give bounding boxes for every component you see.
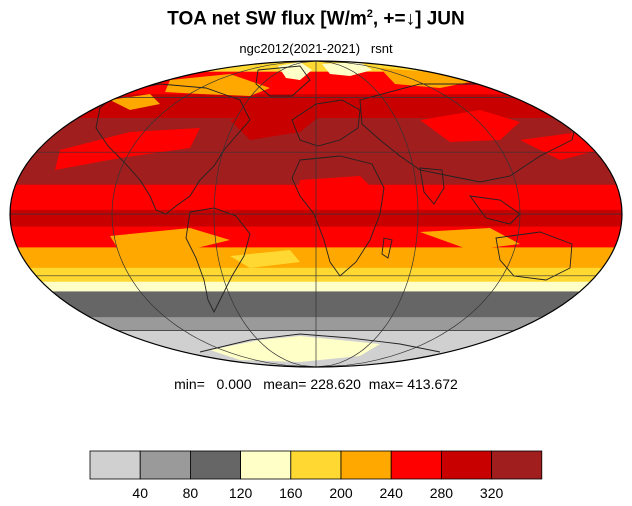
colorbar-box <box>240 450 292 480</box>
colorbar-box <box>340 450 392 480</box>
meridian-line <box>111 61 317 367</box>
coast-north-america <box>95 83 251 215</box>
coast-south-america <box>185 207 251 314</box>
map-title-prefix: TOA net SW flux [W/m <box>167 8 367 30</box>
colorbar-label: 240 <box>380 485 404 501</box>
colorbar-label: 40 <box>132 485 148 501</box>
mollweide-map <box>9 60 623 368</box>
arctic-pale-patch <box>278 62 312 80</box>
colorbar-box <box>440 450 492 480</box>
colorbar-box <box>390 450 442 480</box>
nh-red-patch <box>230 106 320 140</box>
colorbar-box <box>491 450 543 480</box>
colorbar-box <box>139 450 191 480</box>
arctic-orange-patch <box>380 68 470 88</box>
colorbar-box <box>290 450 342 480</box>
nh-red-patch <box>55 128 200 170</box>
coast-antarctica <box>199 333 441 353</box>
arctic-pale-patch <box>322 62 372 76</box>
nh-red-patch <box>420 110 520 142</box>
arctic-orange-patch <box>165 74 270 96</box>
map-title: TOA net SW flux [W/m2, +=↓] JUN <box>0 8 632 30</box>
coastlines <box>95 65 579 353</box>
map-title-suffix: , +=↓] JUN <box>372 8 465 30</box>
antarctica-patch <box>210 336 380 362</box>
coast-europe <box>291 99 361 147</box>
colorbar-box <box>189 450 241 480</box>
colorbar-label: 280 <box>430 485 454 501</box>
colorbar-label: 320 <box>480 485 504 501</box>
colorbar-box <box>89 450 141 480</box>
globe-outline <box>9 60 623 368</box>
coast-africa <box>291 155 385 277</box>
sahara-red-patch <box>296 176 380 204</box>
statistics-line: min= 0.000 mean= 228.620 max= 413.672 <box>174 376 458 392</box>
colorbar-label: 160 <box>279 485 303 501</box>
sh-orange-patch <box>420 228 520 250</box>
arctic-orange-patch <box>110 94 160 110</box>
coast-madagascar <box>381 237 393 259</box>
map-title-superscript: 2 <box>366 8 373 20</box>
coast-india <box>419 167 445 205</box>
map-subtitle: ngc2012(2021-2021) rsnt <box>239 41 393 56</box>
meridian-line <box>213 61 317 367</box>
coast-greenland <box>255 65 311 97</box>
sh-yellow-patch <box>230 250 300 268</box>
regional-patches <box>55 62 600 362</box>
graticule <box>10 61 622 367</box>
colorbar-labels: 40 80 120 160 200 240 280 320 <box>132 485 503 501</box>
meridian-line <box>315 61 419 367</box>
colorbar-label: 200 <box>329 485 353 501</box>
coast-australia <box>495 231 573 281</box>
colorbar-boxes <box>89 450 543 480</box>
colorbar-label: 80 <box>183 485 199 501</box>
sh-orange-patch <box>110 228 230 252</box>
colorbar-label: 120 <box>229 485 253 501</box>
meridian-line <box>315 61 521 367</box>
